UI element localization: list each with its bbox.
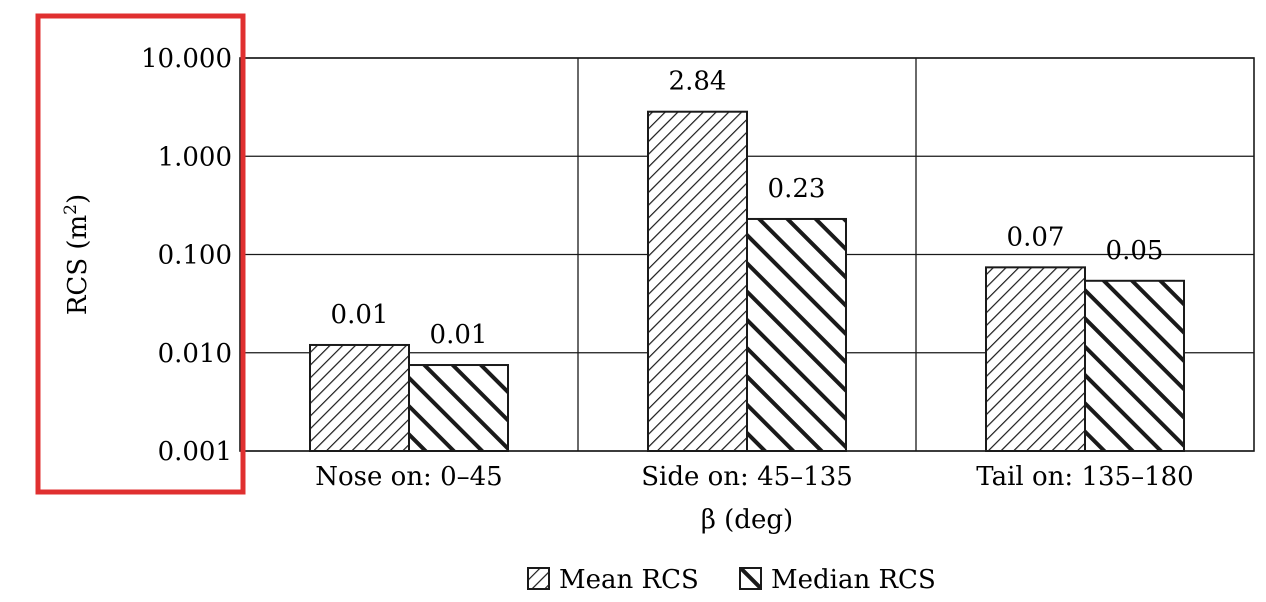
x-category-label: Nose on: 0–45: [315, 462, 502, 492]
y-tick-label: 0.010: [158, 339, 232, 369]
legend-swatch-mean: [527, 567, 550, 590]
data-labels: 0.01 0.01 2.84 0.23 0.07 0.05: [331, 67, 1164, 350]
legend: Mean RCS Median RCS: [527, 565, 936, 595]
y-axis-title-text: RCS (m: [63, 215, 93, 315]
legend-label-mean: Mean RCS: [559, 565, 699, 595]
x-category-label: Tail on: 135–180: [976, 462, 1193, 492]
y-tick-label: 0.100: [158, 241, 232, 271]
y-tick-label: 1.000: [158, 142, 232, 172]
y-axis-highlight-box: [35, 13, 246, 495]
x-category-label: Side on: 45–135: [641, 462, 853, 492]
y-axis-title-superscript: 2: [61, 204, 81, 215]
x-axis-title: β (deg): [701, 505, 793, 535]
data-label-mean-rcs: 2.84: [669, 67, 727, 97]
bar-mean-rcs: [985, 266, 1086, 453]
y-axis-title: RCS (m2): [61, 194, 93, 315]
bar-mean-rcs: [647, 110, 748, 452]
legend-label-median: Median RCS: [771, 565, 936, 595]
y-tick-label: 10.000: [141, 44, 232, 74]
bar-median-rcs: [408, 364, 509, 453]
data-label-median-rcs: 0.05: [1106, 236, 1164, 266]
y-tick-label: 0.001: [158, 437, 232, 467]
data-label-mean-rcs: 0.07: [1007, 222, 1065, 252]
data-label-median-rcs: 0.01: [430, 320, 488, 350]
data-label-median-rcs: 0.23: [768, 174, 826, 204]
y-axis-title-close: ): [63, 194, 93, 204]
y-tick-labels: 10.000 1.000 0.100 0.010 0.001: [141, 44, 232, 467]
x-category-labels: Nose on: 0–45 Side on: 45–135 Tail on: 135…: [315, 462, 1193, 492]
bar-median-rcs: [746, 217, 847, 452]
legend-swatch-median: [739, 567, 762, 590]
bar-mean-rcs: [309, 343, 410, 452]
plot-frame: [239, 57, 1255, 452]
bars: [309, 110, 1185, 453]
data-label-mean-rcs: 0.01: [331, 300, 389, 330]
bar-median-rcs: [1084, 279, 1185, 453]
